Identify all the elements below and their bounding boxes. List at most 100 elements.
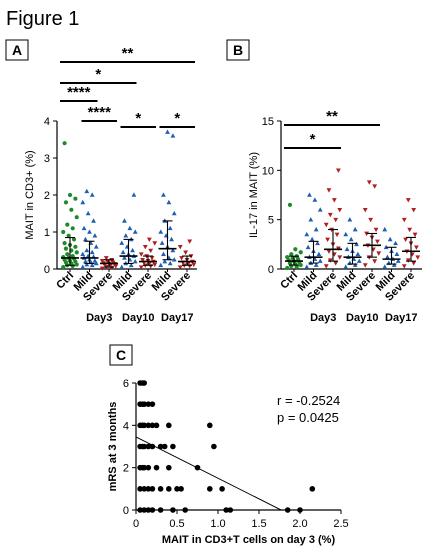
data-point	[149, 443, 156, 450]
data-point	[61, 265, 66, 270]
data-point	[142, 245, 148, 250]
data-point	[171, 210, 177, 216]
data-point	[145, 422, 152, 429]
data-point	[382, 264, 388, 269]
panel-label-box	[5, 39, 29, 61]
significance-label: *	[135, 110, 141, 127]
data-point	[366, 180, 372, 185]
data-point	[89, 249, 95, 255]
data-point	[122, 218, 127, 223]
data-point	[85, 210, 91, 216]
data-point	[403, 237, 408, 242]
data-point	[93, 260, 99, 266]
data-point	[145, 443, 152, 450]
data-point	[327, 258, 333, 263]
data-point	[382, 226, 388, 232]
data-point	[141, 422, 147, 429]
panel-label: C	[116, 347, 126, 363]
y-tick-label: 0	[123, 505, 129, 517]
data-point	[145, 507, 152, 513]
data-point	[285, 255, 290, 260]
x-tick-label: 2.0	[292, 518, 307, 530]
data-point	[161, 251, 166, 256]
data-point	[372, 184, 378, 189]
data-point	[138, 252, 144, 257]
data-point	[287, 202, 293, 207]
data-point	[141, 507, 147, 513]
significance-label: ****	[67, 84, 91, 101]
data-point	[140, 257, 145, 263]
data-point	[157, 507, 164, 513]
significance-label: **	[122, 45, 134, 62]
data-point	[166, 486, 172, 492]
data-point	[132, 259, 138, 264]
data-point	[141, 486, 147, 492]
data-point	[391, 262, 397, 267]
data-point	[80, 251, 86, 256]
y-tick-label: 0	[268, 264, 274, 276]
data-point	[387, 236, 393, 242]
data-point	[313, 262, 319, 267]
data-point	[337, 255, 343, 260]
data-point	[103, 256, 109, 261]
data-point	[170, 443, 176, 450]
data-point	[317, 258, 323, 263]
data-point	[407, 227, 413, 233]
data-point	[347, 217, 353, 222]
data-point	[63, 246, 69, 251]
data-point	[331, 198, 337, 203]
data-point	[169, 236, 174, 242]
data-point	[69, 207, 74, 212]
data-point	[289, 252, 294, 257]
data-point	[411, 261, 417, 266]
data-point	[141, 401, 147, 407]
data-point	[373, 227, 379, 233]
group-label: Day17	[385, 312, 417, 324]
data-point	[153, 422, 160, 429]
data-point	[362, 208, 368, 213]
data-point	[309, 236, 315, 242]
data-point	[91, 218, 96, 223]
data-point	[161, 443, 168, 450]
data-point	[323, 222, 329, 228]
data-point	[89, 262, 95, 268]
data-point	[183, 250, 189, 255]
data-point	[177, 265, 183, 270]
data-point	[120, 249, 126, 255]
x-tick-label: Ctrl	[54, 270, 76, 292]
group-label: Day10	[122, 312, 154, 324]
y-tick-label: 0	[44, 264, 50, 276]
data-point	[356, 258, 362, 263]
data-point	[323, 264, 329, 269]
data-point	[174, 486, 180, 492]
data-point	[166, 464, 172, 471]
data-point	[119, 264, 125, 269]
panel-label-box	[109, 344, 133, 366]
data-point	[65, 222, 70, 227]
data-point	[414, 245, 419, 250]
data-point	[309, 486, 316, 492]
data-point	[194, 464, 201, 471]
data-point	[149, 507, 156, 513]
significance-label: **	[326, 108, 338, 125]
data-point	[158, 262, 164, 268]
data-point	[211, 443, 217, 450]
data-point	[83, 259, 88, 264]
data-point	[293, 247, 298, 252]
data-point	[348, 236, 354, 242]
data-point	[385, 254, 390, 259]
y-tick-label: 10	[262, 165, 274, 177]
data-point	[376, 251, 382, 256]
data-point	[130, 247, 135, 253]
data-point	[84, 261, 90, 267]
data-point	[148, 248, 154, 254]
data-point	[336, 168, 341, 173]
data-point	[70, 226, 75, 231]
data-point	[327, 212, 333, 218]
data-point	[285, 265, 290, 271]
data-point	[128, 262, 134, 268]
data-point	[179, 256, 184, 261]
data-point	[145, 464, 152, 471]
figure-title: Figure 1	[6, 8, 80, 30]
data-point	[307, 192, 312, 197]
